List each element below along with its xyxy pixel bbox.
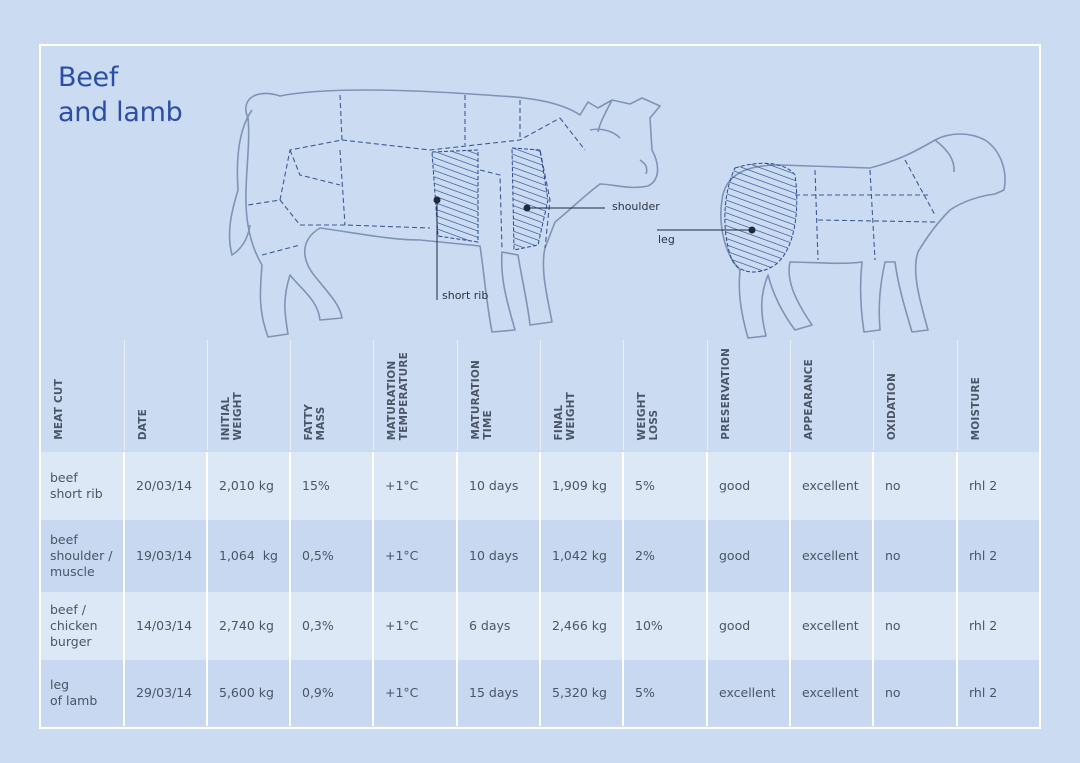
maturation-temperature-cell: +1°C bbox=[372, 520, 457, 592]
fatty-mass-cell: 0,9% bbox=[289, 660, 373, 726]
meat-cut-cell: beef short rib bbox=[41, 452, 124, 520]
maturation-temperature-cell: +1°C bbox=[372, 660, 457, 726]
date-cell: 14/03/14 bbox=[123, 592, 207, 660]
moisture-cell: rhl 2 bbox=[956, 660, 1039, 726]
preservation-cell: excellent bbox=[706, 660, 790, 726]
fatty-mass-cell: 0,5% bbox=[289, 520, 373, 592]
maturation-time-cell: 10 days bbox=[456, 452, 540, 520]
moisture-cell: rhl 2 bbox=[956, 520, 1039, 592]
sheep-drawing bbox=[720, 133, 1006, 339]
oxidation-cell: no bbox=[872, 452, 957, 520]
initial-weight-cell: 2,010 kg bbox=[206, 452, 290, 520]
maturation-time-cell: 6 days bbox=[456, 592, 540, 660]
initial-weight-cell: 1,064 kg bbox=[206, 520, 290, 592]
sheep-leg-highlight bbox=[724, 162, 798, 273]
weight-loss-cell: 10% bbox=[622, 592, 707, 660]
table-row: beef short rib 20/03/14 2,010 kg 15% +1°… bbox=[41, 452, 1039, 520]
moisture-cell: rhl 2 bbox=[956, 452, 1039, 520]
table-row: beef shoulder / muscle 19/03/14 1,064 kg… bbox=[41, 520, 1039, 592]
cow-drawing bbox=[228, 89, 661, 338]
leg-label: leg bbox=[658, 233, 675, 246]
page-title: Beef and lamb bbox=[58, 60, 183, 130]
maturation-temperature-cell: +1°C bbox=[372, 452, 457, 520]
moisture-cell: rhl 2 bbox=[956, 592, 1039, 660]
sheep-cut-lines bbox=[795, 159, 936, 261]
column-header: MATURATION TIME bbox=[457, 340, 540, 450]
date-cell: 29/03/14 bbox=[123, 660, 207, 726]
weight-loss-cell: 5% bbox=[622, 660, 707, 726]
column-header: INITIAL WEIGHT bbox=[207, 340, 290, 450]
meat-cut-cell: beef / chicken burger bbox=[41, 592, 124, 660]
table-row: leg of lamb 29/03/14 5,600 kg 0,9% +1°C … bbox=[41, 660, 1039, 726]
short-rib-label: short rib bbox=[442, 289, 488, 302]
cow-short-rib-highlight bbox=[431, 149, 479, 243]
column-header: FATTY MASS bbox=[290, 340, 373, 450]
meat-cut-cell: leg of lamb bbox=[41, 660, 124, 726]
table-row: beef / chicken burger 14/03/14 2,740 kg … bbox=[41, 592, 1039, 660]
fatty-mass-cell: 0,3% bbox=[289, 592, 373, 660]
maturation-temperature-cell: +1°C bbox=[372, 592, 457, 660]
final-weight-cell: 1,042 kg bbox=[539, 520, 623, 592]
final-weight-cell: 1,909 kg bbox=[539, 452, 623, 520]
column-header: DATE bbox=[124, 340, 207, 450]
appearance-cell: excellent bbox=[789, 660, 873, 726]
appearance-cell: excellent bbox=[789, 592, 873, 660]
weight-loss-cell: 5% bbox=[622, 452, 707, 520]
callout-pointers bbox=[433, 196, 756, 300]
fatty-mass-cell: 15% bbox=[289, 452, 373, 520]
date-cell: 19/03/14 bbox=[123, 520, 207, 592]
oxidation-cell: no bbox=[872, 520, 957, 592]
cow-cut-lines bbox=[247, 94, 586, 256]
meat-cuts-illustration: shoulder short rib leg bbox=[228, 89, 1006, 339]
column-header: APPEARANCE bbox=[790, 340, 873, 450]
meat-data-table: beef short rib 20/03/14 2,010 kg 15% +1°… bbox=[41, 452, 1039, 726]
column-header: WEIGHT LOSS bbox=[623, 340, 707, 450]
initial-weight-cell: 2,740 kg bbox=[206, 592, 290, 660]
column-header: MOISTURE bbox=[957, 340, 1039, 450]
oxidation-cell: no bbox=[872, 660, 957, 726]
appearance-cell: excellent bbox=[789, 520, 873, 592]
meat-cut-cell: beef shoulder / muscle bbox=[41, 520, 124, 592]
maturation-time-cell: 10 days bbox=[456, 520, 540, 592]
column-header: PRESERVATION bbox=[707, 340, 790, 450]
appearance-cell: excellent bbox=[789, 452, 873, 520]
maturation-time-cell: 15 days bbox=[456, 660, 540, 726]
initial-weight-cell: 5,600 kg bbox=[206, 660, 290, 726]
preservation-cell: good bbox=[706, 452, 790, 520]
final-weight-cell: 5,320 kg bbox=[539, 660, 623, 726]
cow-shoulder-highlight bbox=[511, 147, 549, 251]
column-header: FINAL WEIGHT bbox=[540, 340, 623, 450]
preservation-cell: good bbox=[706, 520, 790, 592]
page-frame bbox=[39, 44, 1041, 729]
title-line-1: Beef bbox=[58, 62, 119, 93]
column-header: OXIDATION bbox=[873, 340, 957, 450]
shoulder-label: shoulder bbox=[612, 200, 660, 213]
preservation-cell: good bbox=[706, 592, 790, 660]
date-cell: 20/03/14 bbox=[123, 452, 207, 520]
oxidation-cell: no bbox=[872, 592, 957, 660]
title-line-2: and lamb bbox=[58, 97, 183, 128]
column-header: MATURATION TEMPERATURE bbox=[373, 340, 457, 450]
final-weight-cell: 2,466 kg bbox=[539, 592, 623, 660]
weight-loss-cell: 2% bbox=[622, 520, 707, 592]
column-header: MEAT CUT bbox=[53, 379, 65, 440]
